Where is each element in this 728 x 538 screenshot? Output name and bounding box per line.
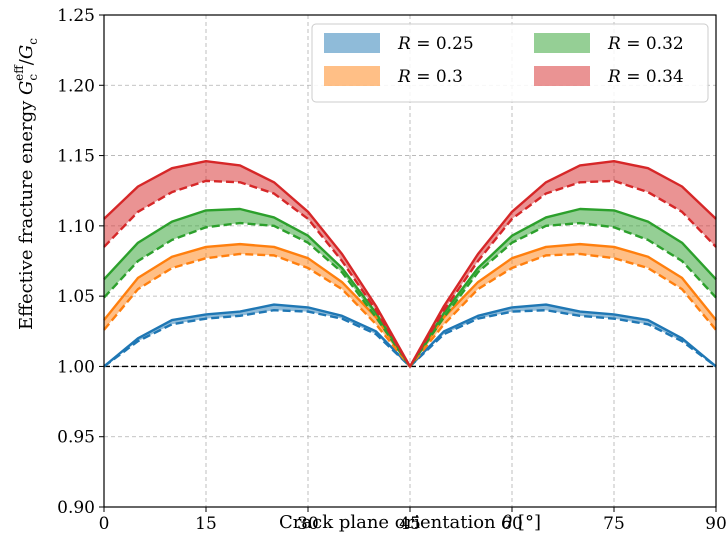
legend-label-1: R = 0.3 [397, 67, 463, 87]
x-tick-label: 75 [603, 514, 625, 534]
series-band-0 [104, 304, 716, 367]
x-tick-label: 15 [195, 514, 217, 534]
y-tick-label: 0.90 [57, 498, 95, 518]
x-tick-label: 45 [399, 514, 421, 534]
x-tick-label: 0 [99, 514, 110, 534]
y-axis-label: Effective fracture energy Gceff/Gc [12, 38, 40, 330]
legend-swatch-1 [324, 66, 380, 86]
legend-swatch-2 [534, 33, 590, 53]
series-lines [103, 159, 717, 368]
y-axis-ticks: 0.90 0.95 1.00 1.05 1.10 1.15 1.20 1.25 [57, 6, 104, 518]
legend-label-0: R = 0.25 [397, 34, 474, 54]
x-axis-label: Crack plane orientation θ [°] [279, 512, 541, 533]
y-tick-label: 1.25 [57, 6, 95, 26]
legend: R = 0.25 R = 0.3 R = 0.32 R = 0.34 [311, 23, 709, 103]
y-tick-label: 1.10 [57, 217, 95, 237]
legend-label-3: R = 0.34 [607, 67, 684, 87]
y-tick-label: 1.20 [57, 76, 95, 96]
series-band-3 [104, 161, 716, 367]
legend-swatch-0 [324, 33, 380, 53]
legend-swatch-3 [534, 66, 590, 86]
series-lower-line-2 [103, 221, 717, 368]
series-bands [104, 161, 716, 367]
y-tick-label: 0.95 [57, 428, 95, 448]
x-tick-label: 90 [705, 514, 727, 534]
y-tick-label: 1.05 [57, 287, 95, 307]
series-upper-line-0 [103, 303, 717, 368]
x-tick-label: 30 [297, 514, 319, 534]
series-lower-line-3 [103, 179, 717, 368]
x-axis-ticks: 0 15 30 45 60 75 90 [99, 507, 727, 534]
legend-label-2: R = 0.32 [607, 34, 684, 54]
x-tick-label: 60 [501, 514, 523, 534]
legend-box [311, 23, 709, 103]
y-tick-label: 1.00 [57, 357, 95, 377]
y-tick-label: 1.15 [57, 147, 95, 167]
